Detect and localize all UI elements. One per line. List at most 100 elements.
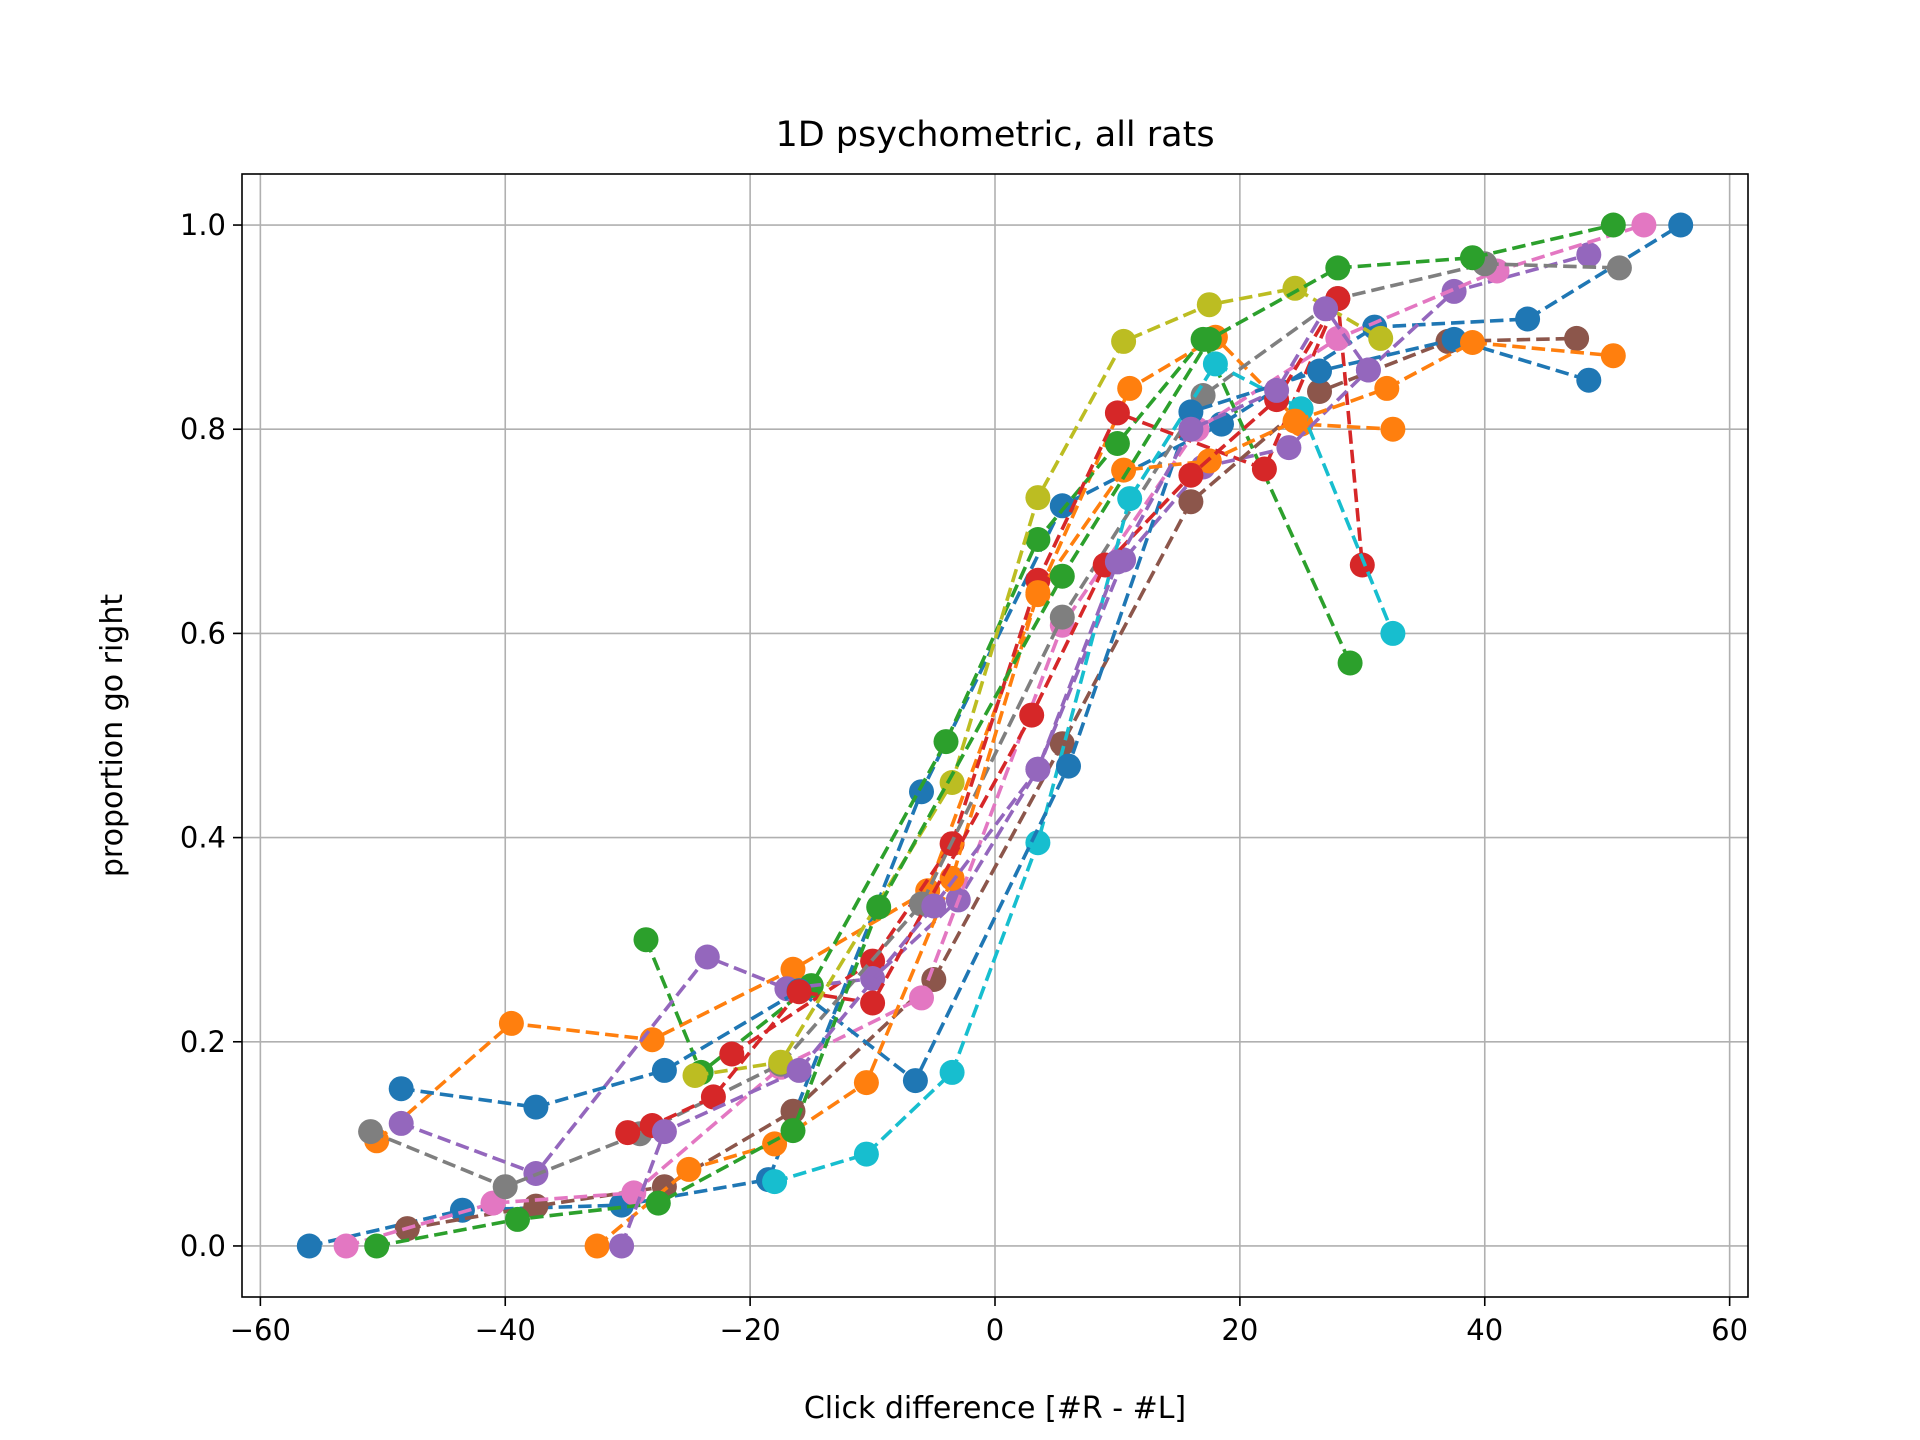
- data-point: [333, 1233, 359, 1259]
- data-point: [1282, 408, 1308, 434]
- data-point: [1025, 527, 1051, 552]
- data-point: [682, 1063, 708, 1088]
- data-point: [762, 1169, 788, 1195]
- series-line: [730, 296, 1365, 1056]
- data-point: [921, 967, 947, 992]
- data-point: [492, 1174, 518, 1200]
- y-tick-label: 0.4: [180, 821, 226, 855]
- data-point: [1178, 416, 1204, 442]
- data-point: [933, 729, 959, 755]
- data-point: [358, 1119, 384, 1145]
- data-point: [1196, 326, 1222, 352]
- x-tick-label: 20: [1221, 1313, 1258, 1347]
- data-point: [1251, 456, 1277, 482]
- data-point: [388, 1076, 414, 1102]
- y-tick-label: 0.6: [180, 616, 226, 650]
- x-tick-label: 0: [986, 1313, 1004, 1347]
- data-point: [1049, 604, 1075, 630]
- data-point: [1178, 462, 1204, 488]
- x-tick-label: 40: [1466, 1313, 1503, 1347]
- data-point: [1276, 435, 1302, 461]
- series-7: [333, 212, 1657, 1259]
- data-point: [633, 927, 659, 953]
- data-point: [1264, 377, 1290, 403]
- data-point: [1307, 358, 1332, 384]
- data-point: [786, 1057, 812, 1083]
- data-point: [1282, 275, 1308, 301]
- series-line: [369, 261, 1620, 1189]
- data-point: [621, 1180, 647, 1206]
- x-tick-label: −60: [230, 1313, 291, 1347]
- data-point: [1117, 486, 1143, 512]
- data-point: [609, 1233, 635, 1259]
- data-point: [1202, 351, 1228, 377]
- data-point: [1104, 400, 1130, 426]
- data-point: [1668, 212, 1694, 238]
- data-point: [498, 1010, 524, 1036]
- data-point: [1380, 620, 1406, 646]
- series-line: [619, 306, 1370, 1247]
- data-point: [921, 893, 947, 919]
- data-point: [939, 1059, 965, 1085]
- data-point: [1049, 731, 1075, 757]
- data-point: [1368, 325, 1394, 351]
- grid: [242, 174, 1748, 1297]
- data-point: [645, 1190, 671, 1216]
- series-layer: [296, 212, 1694, 1259]
- data-point: [719, 1041, 745, 1067]
- data-point: [1025, 580, 1051, 606]
- data-point: [860, 990, 886, 1016]
- y-tick-label: 0.2: [180, 1025, 226, 1059]
- data-point: [296, 1233, 322, 1259]
- data-point: [1025, 830, 1051, 856]
- y-axis-label: proportion go right: [95, 594, 130, 877]
- data-point: [1307, 379, 1332, 404]
- data-point: [584, 1233, 610, 1259]
- data-point: [1178, 399, 1204, 425]
- data-point: [853, 1141, 879, 1167]
- data-point: [1380, 416, 1406, 442]
- data-point: [909, 985, 934, 1011]
- data-point: [1576, 367, 1602, 393]
- series-line: [376, 223, 1614, 1248]
- series-line: [694, 286, 1382, 1078]
- data-point: [762, 1131, 788, 1157]
- data-point: [651, 1119, 677, 1145]
- data-point: [1178, 489, 1204, 515]
- data-point: [1576, 242, 1602, 268]
- series-line: [644, 337, 1352, 1075]
- series-15: [609, 296, 1381, 1259]
- x-tick-label: −40: [475, 1313, 536, 1347]
- data-point: [1631, 212, 1657, 238]
- data-point: [1196, 292, 1222, 318]
- data-point: [1564, 325, 1590, 351]
- data-point: [1460, 330, 1485, 355]
- chart-title: 1D psychometric, all rats: [775, 115, 1214, 155]
- data-point: [505, 1206, 530, 1232]
- series-line: [375, 335, 1393, 1143]
- data-point: [1025, 485, 1051, 511]
- data-point: [939, 770, 965, 795]
- data-point: [1515, 306, 1541, 332]
- x-axis-label: Click difference [#R - #L]: [804, 1391, 1186, 1426]
- data-point: [1441, 326, 1467, 352]
- data-point: [1019, 702, 1045, 728]
- data-point: [694, 944, 720, 970]
- data-point: [523, 1094, 549, 1120]
- ticks: −60 −40 −20 0 20 40 60 0.0 0.2 0.4 0.6 0.8 1.0: [180, 208, 1748, 1347]
- data-point: [1355, 357, 1381, 383]
- data-point: [388, 1110, 414, 1136]
- data-point: [1117, 375, 1143, 401]
- data-point: [1600, 343, 1626, 369]
- data-point: [1313, 296, 1339, 322]
- data-point: [786, 979, 812, 1005]
- data-point: [1325, 325, 1351, 351]
- data-point: [1056, 753, 1081, 779]
- data-point: [651, 1057, 677, 1083]
- data-point: [780, 1118, 806, 1144]
- series-line: [627, 297, 1340, 1135]
- y-tick-label: 1.0: [180, 208, 226, 242]
- data-point: [866, 894, 892, 920]
- data-point: [1337, 650, 1363, 676]
